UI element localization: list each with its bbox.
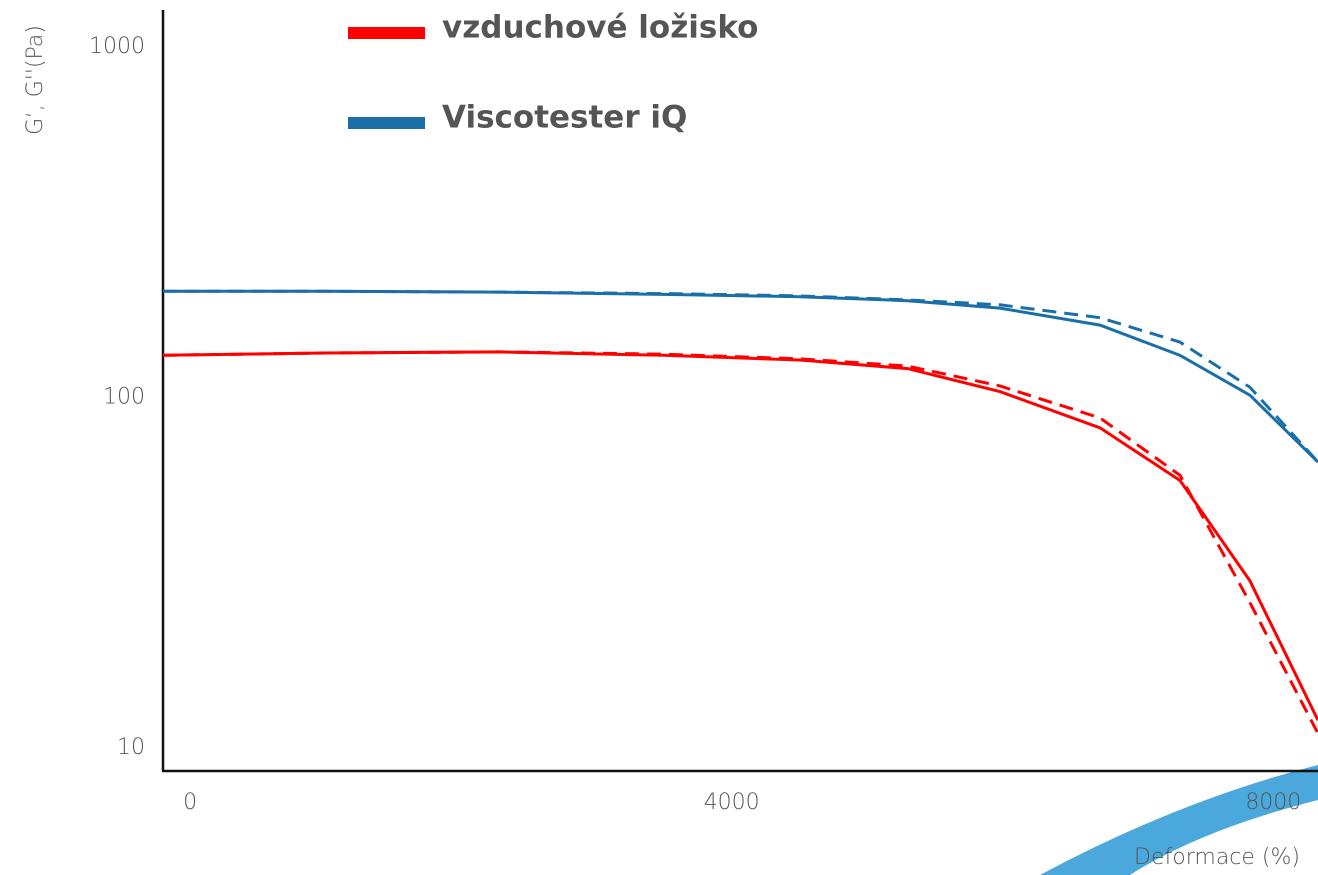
legend-swatch: [348, 117, 425, 129]
x-tick-label: 8000: [1245, 790, 1301, 815]
series-dashed-line: [163, 289, 1318, 464]
series-line: [163, 289, 1318, 464]
legend-label: Viscotester iQ: [442, 100, 687, 136]
legend-label: vzduchové ložisko: [442, 10, 758, 46]
y-tick-label: 1000: [89, 34, 145, 59]
x-tick-label: 0: [183, 790, 197, 815]
series-dashed-line: [162, 350, 1318, 735]
y-tick-label: 10: [117, 735, 145, 760]
x-axis-label: Deformace (%): [1134, 845, 1300, 870]
y-tick-label: 100: [103, 385, 145, 410]
x-tick-label: 4000: [704, 790, 760, 815]
legend-swatch: [348, 27, 425, 39]
series-line: [162, 350, 1318, 721]
decoration: [1040, 765, 1318, 875]
y-axis-label: G‘, G''(Pa): [23, 25, 48, 135]
